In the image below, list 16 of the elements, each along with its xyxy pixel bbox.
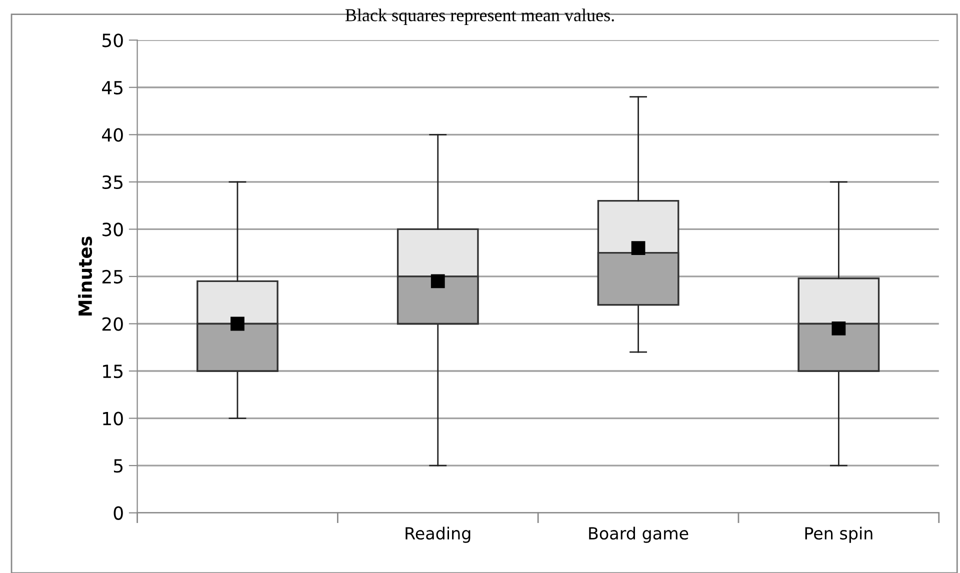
- y-tick-label: 15: [103, 364, 123, 378]
- y-tick-label: 10: [103, 412, 123, 426]
- x-tick-label: Reading: [406, 526, 470, 543]
- y-tick-label: 50: [102, 34, 123, 48]
- y-tick-label: 5: [114, 459, 123, 473]
- x-tick-label: Pen spin: [805, 526, 872, 543]
- y-tick-label: 20: [102, 317, 123, 331]
- y-tick-label: 25: [102, 270, 123, 284]
- y-tick-label: 40: [102, 128, 123, 142]
- chart-title: Black squares represent mean values.: [345, 8, 614, 25]
- y-tick-label: 0: [114, 506, 123, 520]
- y-tick-label: 35: [102, 175, 123, 190]
- y-tick-label: 45: [102, 81, 123, 94]
- y-axis-title: Minutes: [78, 236, 92, 316]
- y-tick-label: 30: [102, 222, 123, 236]
- x-tick-label: Board game: [589, 526, 688, 543]
